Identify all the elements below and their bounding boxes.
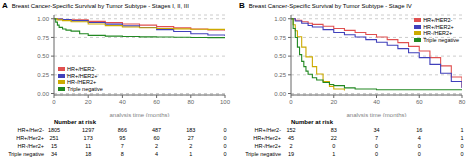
html-text:22: 22 bbox=[330, 135, 337, 141]
html-text:HR+/HER2+: HR+/HER2+ bbox=[423, 23, 454, 30]
html-text:18: 18 bbox=[85, 151, 92, 157]
html-text:487: 487 bbox=[152, 127, 162, 133]
svg-text:0.00: 0.00 bbox=[274, 91, 286, 97]
html-text:0: 0 bbox=[223, 143, 227, 149]
html-text:HR-/Her2+: HR-/Her2+ bbox=[17, 143, 44, 149]
svg-text:0.25: 0.25 bbox=[274, 72, 286, 78]
html-text:2: 2 bbox=[189, 143, 193, 149]
html-text:2: 2 bbox=[289, 143, 293, 149]
html-text:1: 1 bbox=[332, 151, 336, 157]
html-text:HR+/HER2-: HR+/HER2- bbox=[423, 17, 453, 23]
svg-text:0: 0 bbox=[52, 99, 56, 105]
html-text:34: 34 bbox=[373, 127, 380, 133]
html-text:0: 0 bbox=[223, 151, 227, 157]
html-text:15: 15 bbox=[50, 143, 58, 149]
html-text:4: 4 bbox=[417, 135, 421, 141]
html-text:HR-/HER2+: HR-/HER2+ bbox=[67, 79, 97, 85]
html-text:HR-/Her2+: HR-/Her2+ bbox=[254, 143, 281, 149]
svg-text:0.50: 0.50 bbox=[37, 53, 49, 59]
html-text:Number at risk: Number at risk bbox=[54, 119, 96, 125]
html-text:152: 152 bbox=[286, 127, 296, 133]
html-text:251: 251 bbox=[49, 135, 59, 141]
svg-text:0: 0 bbox=[289, 99, 293, 105]
html-text:0: 0 bbox=[375, 143, 378, 149]
html-text:19: 19 bbox=[287, 151, 295, 157]
html-text:0: 0 bbox=[417, 143, 421, 149]
html-text:0: 0 bbox=[460, 143, 464, 149]
html-text:Number at risk: Number at risk bbox=[291, 119, 333, 125]
svg-text:60: 60 bbox=[416, 99, 423, 105]
html-text:1297: 1297 bbox=[82, 127, 95, 133]
html-text:60: 60 bbox=[153, 135, 160, 141]
html-text:7: 7 bbox=[375, 135, 378, 141]
html-text:Triple negative: Triple negative bbox=[8, 151, 44, 157]
html-text:HR+/HER2+: HR+/HER2+ bbox=[67, 72, 98, 79]
html-text:1: 1 bbox=[460, 127, 464, 133]
html-text:173: 173 bbox=[83, 135, 93, 141]
svg-text:80: 80 bbox=[459, 99, 466, 105]
html-text:11: 11 bbox=[85, 143, 91, 149]
svg-text:0.75: 0.75 bbox=[37, 35, 49, 41]
svg-text:0.75: 0.75 bbox=[274, 35, 286, 41]
svg-text:1.00: 1.00 bbox=[37, 16, 49, 22]
html-text:HR+/Her2-: HR+/Her2- bbox=[17, 127, 44, 133]
svg-text:analysis time (months): analysis time (months) bbox=[346, 112, 406, 117]
html-text:1: 1 bbox=[189, 151, 193, 157]
svg-text:80: 80 bbox=[187, 99, 194, 105]
html-text:866: 866 bbox=[117, 127, 127, 133]
html-text:Triple negative: Triple negative bbox=[423, 36, 459, 43]
html-text:183: 183 bbox=[186, 127, 196, 133]
html-text:2: 2 bbox=[155, 143, 159, 149]
html-text:0: 0 bbox=[460, 151, 464, 157]
html-text:A Breast Cancer-Specific Survi: A Breast Cancer-Specific Survival by Tum… bbox=[2, 1, 189, 10]
html-text:Triple negative: Triple negative bbox=[67, 85, 103, 92]
html-text:8: 8 bbox=[120, 151, 124, 157]
svg-text:40: 40 bbox=[119, 99, 126, 105]
html-text:16: 16 bbox=[416, 127, 423, 133]
html-text:34: 34 bbox=[50, 151, 58, 157]
html-text:HR+/HER2-: HR+/HER2- bbox=[67, 66, 97, 72]
html-text:27: 27 bbox=[187, 135, 194, 141]
svg-text:100: 100 bbox=[220, 99, 231, 105]
html-text:0: 0 bbox=[332, 143, 336, 149]
html-text:HR+/Her2+: HR+/Her2+ bbox=[253, 135, 281, 141]
html-text:1805: 1805 bbox=[47, 127, 61, 133]
html-text:Triple negative: Triple negative bbox=[245, 151, 281, 157]
html-text:0: 0 bbox=[223, 127, 227, 133]
html-text:HR+/Her2+: HR+/Her2+ bbox=[16, 135, 44, 141]
html-text:0: 0 bbox=[375, 151, 378, 157]
html-text:83: 83 bbox=[330, 127, 337, 133]
html-text:45: 45 bbox=[287, 135, 295, 141]
svg-text:analysis time (months): analysis time (months) bbox=[109, 112, 169, 117]
svg-text:40: 40 bbox=[373, 99, 380, 105]
svg-text:20: 20 bbox=[85, 99, 92, 105]
html-text:0: 0 bbox=[417, 151, 421, 157]
html-text:7: 7 bbox=[120, 143, 124, 149]
svg-text:0.25: 0.25 bbox=[37, 72, 49, 78]
html-text:HR-/HER2+: HR-/HER2+ bbox=[423, 30, 453, 36]
html-text:1: 1 bbox=[460, 135, 464, 141]
html-text:B Breast Cancer-Specific Survi: B Breast Cancer-Specific Survival by Tum… bbox=[239, 1, 412, 10]
html-text:HR+/Her2-: HR+/Her2- bbox=[254, 127, 281, 133]
svg-text:20: 20 bbox=[330, 99, 337, 105]
html-text:95: 95 bbox=[119, 135, 126, 141]
svg-text:60: 60 bbox=[153, 99, 160, 105]
html-text:4: 4 bbox=[155, 151, 159, 157]
svg-text:0.00: 0.00 bbox=[37, 91, 49, 97]
svg-text:0.50: 0.50 bbox=[274, 53, 286, 59]
html-text:0: 0 bbox=[223, 135, 227, 141]
svg-text:1.00: 1.00 bbox=[274, 16, 286, 22]
